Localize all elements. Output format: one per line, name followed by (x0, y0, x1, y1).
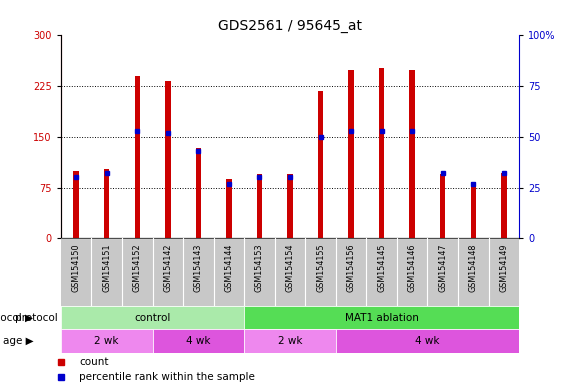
Text: GSM154148: GSM154148 (469, 244, 478, 292)
Bar (257, 174, 262, 238)
Bar (349, 70, 354, 238)
Text: GSM154147: GSM154147 (438, 244, 447, 292)
Bar (165, 81, 171, 238)
Text: GSM154151: GSM154151 (102, 244, 111, 292)
Text: GSM154145: GSM154145 (377, 244, 386, 292)
Text: age ▶: age ▶ (3, 336, 34, 346)
Bar (61, 306, 244, 329)
Title: GDS2561 / 95645_at: GDS2561 / 95645_at (218, 18, 362, 33)
Bar (379, 68, 385, 238)
Bar (470, 182, 476, 238)
Text: GSM154153: GSM154153 (255, 244, 264, 292)
Bar (440, 174, 445, 238)
Bar (244, 306, 519, 329)
Bar (74, 170, 79, 238)
Text: GSM154142: GSM154142 (164, 244, 172, 292)
Bar (501, 173, 506, 238)
Bar (104, 169, 110, 238)
Text: GSM154154: GSM154154 (285, 244, 295, 292)
Text: count: count (79, 358, 108, 367)
Text: protocol: protocol (15, 313, 58, 323)
Bar (409, 70, 415, 238)
Text: percentile rank within the sample: percentile rank within the sample (79, 372, 255, 382)
Bar (135, 76, 140, 238)
Text: control: control (135, 313, 171, 323)
Text: 2 wk: 2 wk (95, 336, 119, 346)
Bar (318, 91, 323, 238)
Text: GSM154156: GSM154156 (347, 244, 356, 292)
Text: GSM154152: GSM154152 (133, 244, 142, 293)
Text: 2 wk: 2 wk (278, 336, 302, 346)
Bar (244, 329, 336, 353)
Text: GSM154143: GSM154143 (194, 244, 203, 292)
Bar (61, 329, 153, 353)
Bar (195, 148, 201, 238)
Text: GSM154146: GSM154146 (408, 244, 416, 292)
Bar (336, 329, 519, 353)
Bar (226, 179, 231, 238)
Text: GSM154149: GSM154149 (499, 244, 508, 292)
Bar (153, 329, 244, 353)
Text: protocol ▶: protocol ▶ (0, 313, 34, 323)
Text: GSM154144: GSM154144 (224, 244, 233, 292)
Text: GSM154155: GSM154155 (316, 244, 325, 293)
Text: MAT1 ablation: MAT1 ablation (345, 313, 419, 323)
Bar (287, 174, 293, 238)
Text: 4 wk: 4 wk (186, 336, 211, 346)
Text: 4 wk: 4 wk (415, 336, 440, 346)
Text: GSM154150: GSM154150 (72, 244, 81, 292)
